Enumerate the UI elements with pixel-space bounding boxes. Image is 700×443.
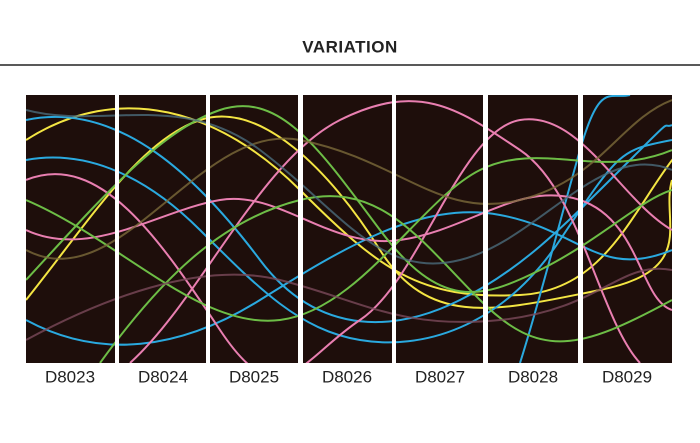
item-label: D8028 bbox=[508, 367, 558, 386]
item-label: D8029 bbox=[602, 367, 652, 386]
item-label: D8023 bbox=[45, 367, 95, 386]
title: VARIATION bbox=[302, 37, 397, 56]
item-label: D8024 bbox=[138, 367, 188, 386]
panel-gaps bbox=[115, 93, 583, 365]
wave-pattern bbox=[26, 95, 672, 363]
item-label: D8025 bbox=[229, 367, 279, 386]
item-labels: D8023 D8024 D8025 D8026 D8027 D8028 D8029 bbox=[45, 367, 652, 386]
item-label: D8026 bbox=[322, 367, 372, 386]
item-label: D8027 bbox=[415, 367, 465, 386]
